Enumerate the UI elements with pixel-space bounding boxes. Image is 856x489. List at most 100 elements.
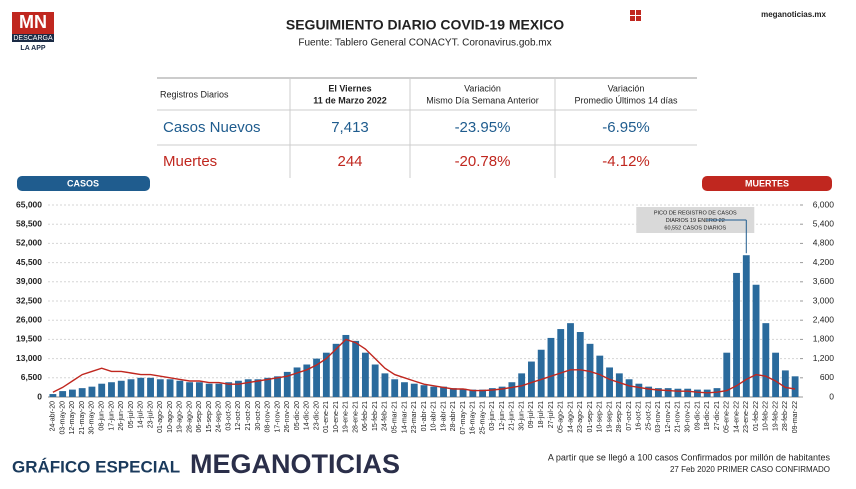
- y-tick-label: 45,500: [16, 257, 42, 267]
- bar: [596, 355, 604, 397]
- bar: [625, 379, 633, 397]
- x-tick-label: 26-nov-20: [284, 401, 291, 433]
- y-tick-label: 32,500: [16, 295, 42, 305]
- x-tick-label: 10-abr-21: [431, 401, 438, 431]
- bar: [401, 382, 408, 397]
- source: Fuente: Tablero General CONACYT. Coronav…: [298, 38, 551, 49]
- table-header: Mismo Día Semana Anterior: [426, 95, 539, 105]
- y2-tick-label: 2,400: [813, 314, 835, 324]
- y-tick-label: 65,000: [16, 199, 42, 209]
- y2-tick-label: 5,400: [813, 218, 835, 228]
- title: SEGUIMIENTO DIARIO COVID-19 MEXICO: [286, 17, 564, 33]
- x-tick-label: 23-dic-20: [313, 401, 320, 430]
- x-tick-label: 16-oct-21: [636, 401, 643, 431]
- bar: [479, 389, 487, 397]
- bar: [772, 352, 780, 397]
- bar: [98, 383, 106, 397]
- y-tick-label: 0: [37, 391, 42, 401]
- x-tick-label: 23-mar-21: [411, 401, 418, 433]
- bar: [313, 358, 320, 397]
- bar: [528, 361, 535, 397]
- bar: [127, 379, 135, 397]
- bar: [342, 334, 350, 397]
- bar: [244, 379, 252, 397]
- bar: [488, 388, 496, 397]
- bar: [381, 373, 389, 397]
- bar: [68, 389, 76, 397]
- bar: [508, 382, 516, 397]
- bar: [645, 386, 653, 397]
- bar: [195, 382, 203, 397]
- x-tick-label: 27-dic-21: [714, 401, 721, 430]
- x-tick-label: 19-ago-20: [177, 401, 184, 433]
- x-tick-label: 19-abr-21: [440, 401, 447, 431]
- y-tick-label: 58,500: [16, 218, 42, 228]
- bar: [186, 382, 194, 397]
- x-tick-label: 14-ene-22: [733, 401, 740, 433]
- bar: [498, 386, 506, 397]
- bar: [752, 284, 760, 397]
- x-tick-label: 24-sep-20: [216, 401, 223, 433]
- bar: [49, 394, 57, 397]
- x-tick-label: 21-oct-20: [245, 401, 252, 431]
- x-tick-label: 14-mar-21: [401, 401, 408, 433]
- y-tick-label: 6,500: [21, 372, 43, 382]
- x-tick-label: 01-ene-21: [323, 401, 330, 433]
- x-tick-label: 14-dic-20: [304, 401, 311, 430]
- x-tick-label: 03-nov-21: [655, 401, 662, 433]
- bar: [537, 349, 545, 397]
- bar: [283, 371, 291, 397]
- y2-tick-label: 3,000: [813, 295, 835, 305]
- table-cell: -6.95%: [602, 119, 650, 136]
- y2-tick-label: 4,800: [813, 238, 835, 248]
- death-line: [52, 338, 796, 394]
- table-cell: -4.12%: [602, 153, 650, 170]
- annotation: DIARIOS 19 ENERO 22: [666, 218, 725, 224]
- bar: [410, 383, 418, 397]
- x-tick-label: 19-feb-22: [772, 401, 779, 431]
- bar: [606, 367, 613, 397]
- footer-left: GRÁFICO ESPECIAL: [12, 457, 180, 476]
- x-tick-label: 30-may-20: [89, 401, 96, 435]
- table-cell: 7,413: [331, 119, 369, 136]
- annotation: PICO DE REGISTRO DE CASOS: [654, 210, 737, 216]
- bar: [293, 367, 301, 397]
- x-tick-label: 28-abr-21: [450, 401, 457, 431]
- x-tick-label: 10-ene-21: [333, 401, 340, 433]
- bar: [723, 352, 731, 397]
- table-cell: -23.95%: [455, 119, 511, 136]
- bar: [459, 388, 467, 397]
- y-tick-label: 52,000: [16, 238, 42, 248]
- bar: [225, 382, 233, 397]
- x-tick-label: 12-jun-21: [499, 401, 506, 431]
- bar: [469, 389, 477, 397]
- bar: [440, 386, 447, 397]
- bar: [733, 272, 740, 397]
- x-tick-label: 08-nov-20: [265, 401, 272, 433]
- bar: [361, 352, 369, 397]
- site: meganoticias.mx: [761, 10, 826, 19]
- x-tick-label: 07-oct-21: [626, 401, 633, 431]
- x-tick-label: 08-jun-20: [99, 401, 106, 431]
- table-header: Variación: [608, 83, 645, 93]
- y2-axis-label: MUERTES: [745, 178, 789, 188]
- x-tick-label: 18-dic-21: [704, 401, 711, 430]
- bar: [449, 388, 457, 397]
- bar: [615, 373, 623, 397]
- x-tick-label: 10-ago-20: [167, 401, 174, 433]
- bar: [547, 337, 555, 397]
- bar: [274, 376, 281, 397]
- table-header: Promedio Últimos 14 días: [574, 95, 678, 105]
- x-tick-label: 30-oct-20: [255, 401, 262, 431]
- bar: [781, 370, 789, 397]
- bar: [235, 380, 242, 397]
- x-tick-label: 21-may-20: [79, 401, 86, 435]
- bar: [762, 323, 770, 397]
- bar: [166, 379, 174, 397]
- x-tick-label: 19-ene-21: [343, 401, 350, 433]
- table-header: 11 de Marzo 2022: [313, 95, 387, 105]
- x-tick-label: 07-may-21: [460, 401, 467, 435]
- x-tick-label: 14-jul-20: [138, 401, 145, 428]
- x-tick-label: 05-dic-20: [294, 401, 301, 430]
